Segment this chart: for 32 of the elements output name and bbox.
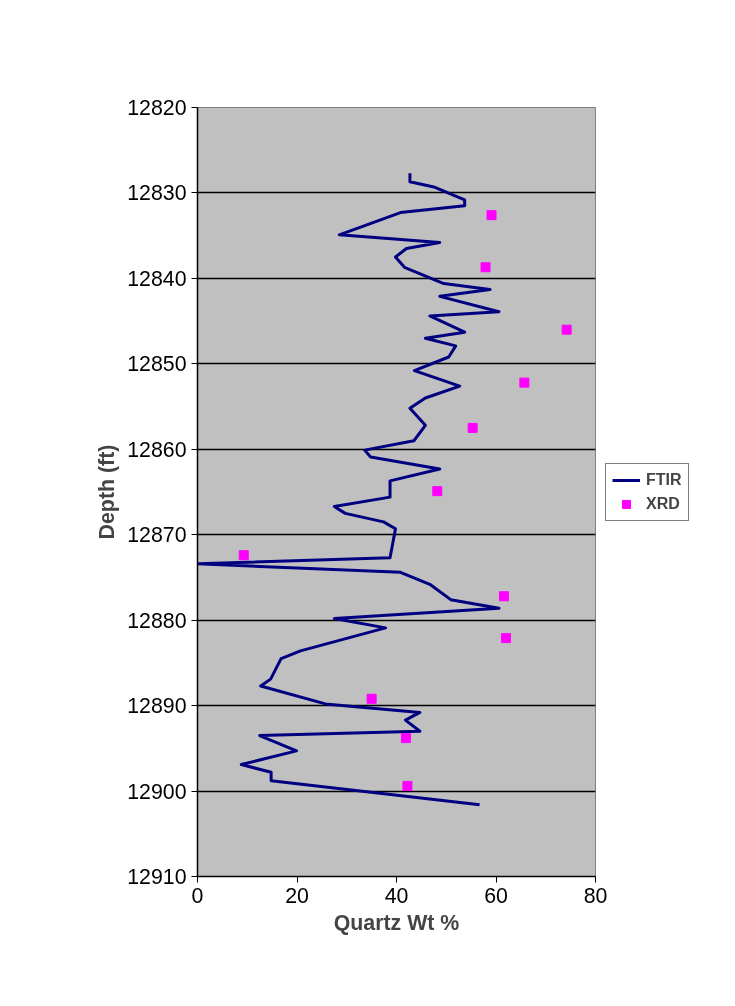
point	[400, 733, 411, 744]
point	[467, 422, 478, 433]
y-tick-label: 12820	[127, 96, 187, 120]
legend-label: XRD	[646, 494, 680, 513]
point	[480, 262, 491, 273]
point	[366, 693, 377, 704]
y-tick-label: 12880	[127, 608, 187, 633]
point	[432, 486, 443, 497]
y-tick-label: 12890	[127, 694, 187, 719]
x-tick-label: 20	[285, 883, 309, 908]
x-tick-label: 60	[484, 883, 508, 908]
point	[402, 780, 413, 791]
point	[498, 591, 509, 602]
point	[561, 324, 572, 335]
x-tick-label: 80	[583, 883, 608, 908]
x-axis-title: Quartz Wt %	[333, 910, 460, 935]
line-series	[197, 171, 501, 807]
legend-label: FTIR	[646, 470, 682, 489]
y-tick-label: 12860	[127, 437, 187, 462]
point	[519, 377, 530, 388]
y-tick-label: 12910	[127, 865, 187, 889]
point	[238, 550, 249, 561]
y-tick-label: 12900	[127, 779, 187, 804]
y-tick-label: 12850	[127, 352, 187, 377]
y-tick-label: 12840	[127, 266, 187, 291]
y-axis-title: Depth (ft)	[95, 444, 120, 540]
y-tick-label: 12830	[127, 181, 187, 206]
x-tick-label: 40	[384, 883, 409, 908]
y-tick-label: 12870	[127, 523, 187, 548]
point	[500, 633, 511, 644]
x-tick-label: 0	[191, 883, 204, 908]
point	[486, 210, 497, 221]
